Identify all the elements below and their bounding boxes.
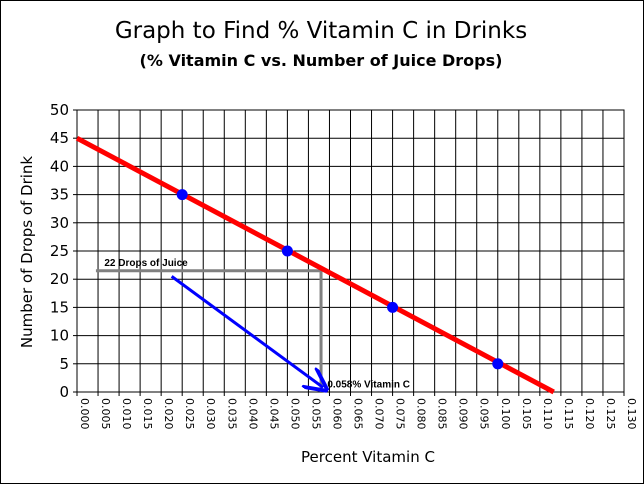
x-tick-label: 0.020 — [162, 398, 175, 430]
data-point — [176, 189, 188, 201]
x-tick-label: 0.015 — [141, 398, 154, 430]
chart-title: Graph to Find % Vitamin C in Drinks — [114, 18, 528, 44]
x-axis-label: Percent Vitamin C — [301, 448, 435, 466]
y-tick-label: 40 — [50, 157, 69, 175]
y-tick-label: 50 — [50, 101, 69, 119]
y-tick-label: 20 — [50, 270, 69, 288]
annotations: 22 Drops of Juice 0.058% Vitamin C — [104, 258, 410, 390]
x-tick-label: 0.060 — [330, 398, 343, 430]
x-tick-label: 0.030 — [204, 398, 217, 430]
data-point — [492, 358, 504, 370]
y-tick-label: 45 — [50, 129, 69, 147]
x-tick-label: 0.050 — [288, 398, 301, 430]
x-tick-label: 0.085 — [436, 398, 449, 430]
data-point — [387, 301, 399, 313]
y-tick-label: 35 — [50, 186, 69, 204]
fit-line — [75, 135, 555, 395]
x-tick-label: 0.105 — [520, 398, 533, 430]
x-tick-label: 0.045 — [267, 398, 280, 430]
x-tick-label: 0.095 — [478, 398, 491, 430]
x-tick-label: 0.110 — [541, 398, 554, 430]
x-tick-label: 0.115 — [562, 398, 575, 430]
x-tick-label: 0.125 — [604, 398, 617, 430]
series — [75, 135, 555, 395]
x-tick-label: 0.080 — [415, 398, 428, 430]
y-tick-label: 0 — [59, 383, 69, 401]
annotation-drops: 22 Drops of Juice — [104, 258, 188, 269]
y-tick-label: 10 — [50, 327, 69, 345]
x-tick-label: 0.130 — [625, 398, 638, 430]
y-tick-label: 5 — [59, 355, 69, 373]
x-tick-label: 0.005 — [99, 398, 112, 430]
grid — [73, 109, 625, 396]
x-tick-label: 0.040 — [246, 398, 259, 430]
x-tick-label: 0.100 — [499, 398, 512, 430]
x-tick-label: 0.025 — [183, 398, 196, 430]
data-point — [281, 245, 293, 257]
x-tick-label: 0.055 — [309, 398, 322, 430]
x-tick-label: 0.000 — [78, 398, 91, 430]
x-tick-label: 0.035 — [225, 398, 238, 430]
chart-subtitle: (% Vitamin C vs. Number of Juice Drops) — [139, 51, 503, 70]
ticks: 0 5 10 15 20 25 30 35 40 45 50 0.000 0.005 0.010 0.015… — [50, 101, 638, 430]
x-tick-label: 0.010 — [120, 398, 133, 430]
annotation-vitamin-c: 0.058% Vitamin C — [327, 379, 410, 390]
y-tick-label: 25 — [50, 242, 69, 260]
x-tick-label: 0.120 — [583, 398, 596, 430]
x-tick-label: 0.070 — [373, 398, 386, 430]
y-tick-label: 15 — [50, 298, 69, 316]
x-tick-label: 0.075 — [394, 398, 407, 430]
x-tick-label: 0.065 — [352, 398, 365, 430]
x-tick-label: 0.090 — [457, 398, 470, 430]
y-tick-label: 30 — [50, 214, 69, 232]
y-axis-label: Number of Drops of Drink — [18, 156, 36, 349]
blue-arrow — [170, 275, 323, 387]
